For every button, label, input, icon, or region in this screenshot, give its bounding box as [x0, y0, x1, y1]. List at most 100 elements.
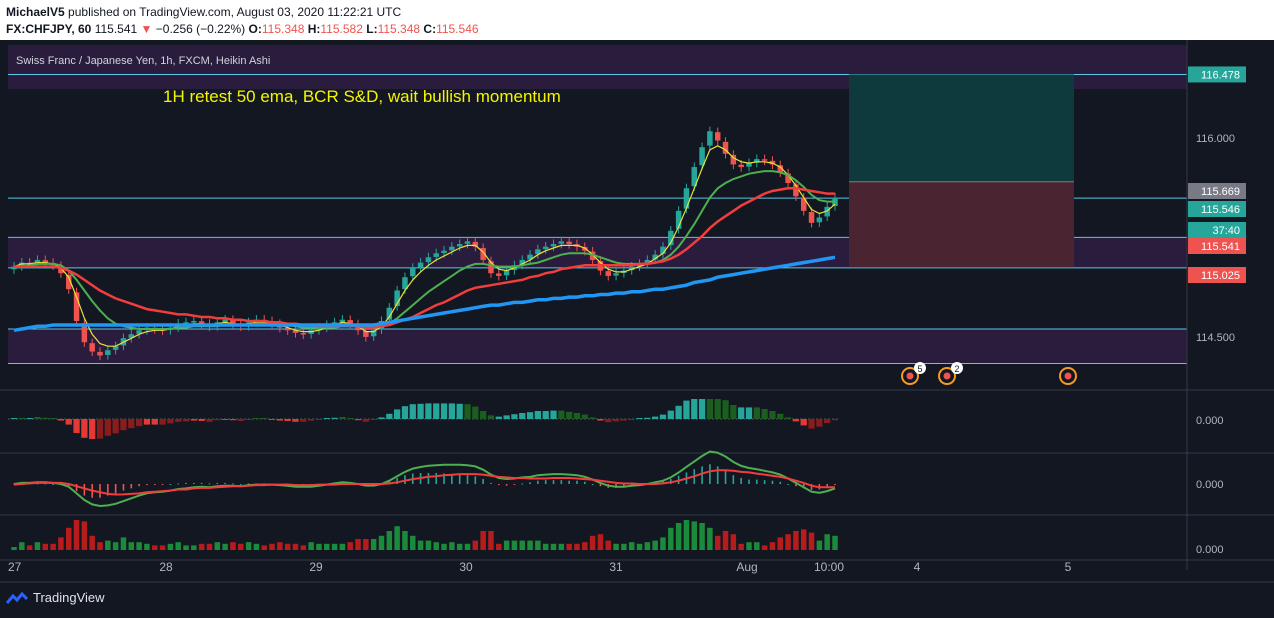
momentum-bar [10, 418, 18, 419]
momentum-bar [824, 419, 831, 423]
candle-body [58, 266, 64, 274]
volume-bar [816, 540, 823, 550]
momentum-bar [315, 419, 323, 420]
volume-bar [261, 545, 267, 550]
volume-bar [574, 543, 580, 550]
candle-body [793, 184, 799, 197]
volume-bar [214, 542, 221, 550]
macd-hist-bar [161, 484, 164, 485]
x-tick-label: 27 [8, 560, 22, 574]
event-dot [943, 372, 951, 380]
candle-body [417, 262, 424, 268]
momentum-bar [237, 419, 244, 421]
momentum-bar [268, 419, 276, 420]
tradingview-logo-icon [6, 591, 28, 604]
macd-hist-bar [756, 479, 758, 484]
candle-body [34, 259, 41, 264]
author-name[interactable]: MichaelV5 [6, 5, 65, 19]
volume-bar [433, 542, 439, 550]
chart-canvas[interactable]: Swiss Franc / Japanese Yen, 1h, FXCM, He… [0, 40, 1274, 618]
volume-bar [370, 539, 377, 550]
macd-hist-bar [153, 484, 156, 485]
last-price: 115.541 [94, 22, 138, 36]
volume-bar [394, 526, 400, 550]
signal-line [13, 469, 835, 496]
momentum-bar [151, 419, 158, 425]
momentum-bar [143, 419, 151, 425]
momentum-bar [159, 419, 166, 425]
volume-bar [660, 537, 666, 550]
candle-body [644, 259, 651, 264]
y-tick-label: 114.500 [1196, 332, 1235, 344]
macd-hist-bar [724, 470, 727, 484]
macd-hist-bar [544, 480, 547, 484]
candle-body [316, 327, 322, 331]
macd-hist-bar [404, 475, 406, 484]
macd-hist-bar [224, 482, 226, 484]
volume-bar [597, 534, 604, 550]
macd-hist-bar [740, 477, 742, 484]
volume-bar [50, 543, 56, 550]
volume-bar [339, 543, 346, 550]
momentum-bar [135, 419, 143, 427]
candle-body [284, 327, 291, 331]
candle-body [761, 159, 768, 161]
price-label: 115.025 [1201, 270, 1240, 282]
annotation-text: 1H retest 50 ema, BCR S&D, wait bullish … [163, 87, 561, 106]
macd-hist-bar [107, 484, 109, 496]
price-label-bg [1188, 222, 1246, 238]
momentum-bar [652, 416, 659, 419]
macd-hist-bar [466, 475, 469, 484]
volume-bar [222, 543, 228, 550]
momentum-bar [667, 410, 674, 419]
candle-body [472, 241, 479, 247]
brand-label: TradingView [33, 590, 105, 605]
candle-body [707, 131, 713, 146]
volume-bar [503, 540, 510, 550]
macd-hist-bar [490, 482, 492, 484]
macd-hist-bar [623, 484, 625, 488]
momentum-bar [644, 417, 651, 419]
volume-bar [449, 542, 455, 550]
volume-bar [128, 542, 135, 550]
volume-bar [707, 527, 713, 550]
price-label-bg [1188, 183, 1246, 199]
candle-body [683, 188, 690, 209]
volume-bar [159, 545, 166, 550]
candle-body [449, 246, 455, 251]
event-dot [906, 372, 914, 380]
momentum-bar [49, 418, 57, 419]
volume-bar [425, 540, 432, 550]
macd-hist-bar [208, 483, 211, 485]
macd-hist-bar [396, 477, 398, 484]
momentum-bar [440, 403, 448, 419]
momentum-bar [698, 399, 706, 419]
volume-bar [81, 521, 88, 550]
candle-body [191, 321, 197, 323]
volume-bar [245, 542, 252, 550]
candle-body [128, 334, 135, 338]
macd-hist-bar [146, 484, 148, 486]
volume-bar [558, 543, 565, 550]
ohlc-line: FX:CHFJPY, 60 115.541 ▼ −0.256 (−0.22%) … [6, 22, 479, 36]
momentum-bar [753, 407, 760, 419]
volume-bar [42, 543, 49, 550]
volume-bar [136, 542, 142, 550]
candle-body [550, 244, 557, 247]
momentum-bar [792, 419, 800, 422]
price-label: 115.669 [1201, 186, 1240, 198]
momentum-bar [182, 419, 190, 422]
candle-body [230, 320, 236, 324]
tradingview-logo[interactable]: TradingView [6, 590, 105, 605]
candle-body [785, 173, 791, 183]
volume-bar [183, 545, 189, 550]
volume-bar [683, 520, 690, 550]
volume-bar [722, 531, 729, 550]
volume-bar [464, 543, 471, 550]
price-label: 115.546 [1201, 204, 1240, 216]
candle-body [480, 248, 486, 260]
candle-body [730, 154, 737, 165]
macd-line [13, 450, 836, 508]
volume-bar [832, 535, 838, 550]
volume-bar [636, 543, 643, 550]
